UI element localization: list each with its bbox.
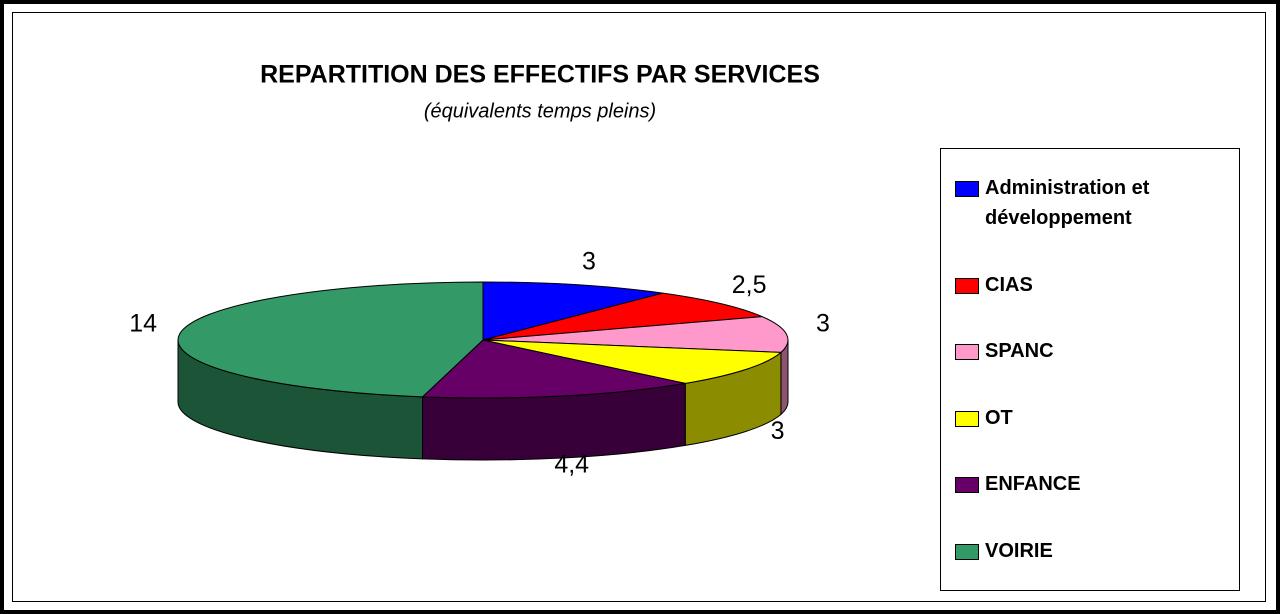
legend-swatch — [955, 477, 979, 494]
data-label: 2,5 — [732, 271, 767, 299]
data-label: 14 — [129, 309, 157, 337]
data-label: 3 — [771, 417, 785, 445]
legend-swatch — [955, 277, 979, 294]
pie-slice — [482, 316, 789, 353]
pie-slice — [482, 292, 763, 341]
legend-item: SPANC — [955, 336, 1229, 366]
legend-label: SPANC — [985, 340, 1054, 363]
legend-swatch — [955, 410, 979, 427]
pie-slice — [482, 339, 783, 384]
data-label: 3 — [816, 309, 830, 337]
legend-swatch — [955, 543, 979, 560]
legend-label: VOIRIE — [985, 539, 1053, 562]
legend-label: ENFANCE — [985, 473, 1081, 496]
legend-item: ENFANCE — [955, 469, 1229, 499]
legend: Administration et développement CIAS SPANC… — [940, 148, 1240, 591]
legend-label: CIAS — [985, 273, 1033, 296]
pie-slice — [482, 281, 663, 341]
chart-area — [12, 12, 1266, 602]
legend-swatch — [955, 181, 979, 198]
pie-slice — [177, 281, 484, 398]
data-label: 3 — [582, 248, 596, 276]
legend-label: OT — [985, 406, 1013, 429]
legend-item: VOIRIE — [955, 536, 1229, 566]
pie-slice — [421, 339, 686, 399]
chart-subtitle: (équivalents temps pleins) — [424, 100, 656, 122]
legend-item: OT — [955, 403, 1229, 433]
legend-swatch — [955, 344, 979, 361]
legend-item: Administration et développement — [955, 173, 1229, 233]
data-label: 4,4 — [554, 450, 589, 478]
chart-title: REPARTITION DES EFFECTIFS PAR SERVICES — [260, 61, 820, 89]
legend-item: CIAS — [955, 270, 1229, 300]
legend-label: Administration et développement — [985, 177, 1150, 230]
